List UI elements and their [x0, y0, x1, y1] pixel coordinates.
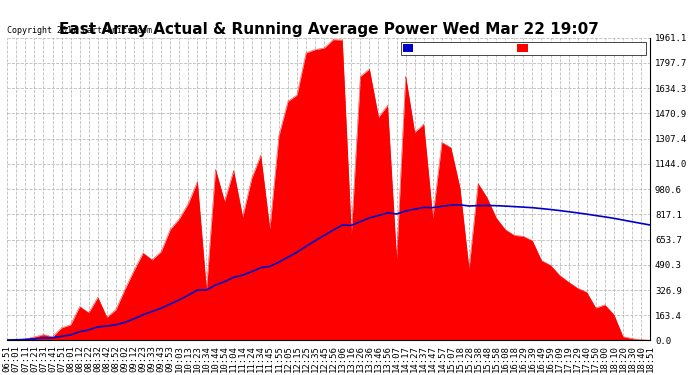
Text: Copyright 2017 Cartronics.com: Copyright 2017 Cartronics.com: [7, 26, 152, 35]
Legend: Average (DC Watts), East Array (DC Watts): Average (DC Watts), East Array (DC Watts…: [401, 42, 646, 55]
Title: East Array Actual & Running Average Power Wed Mar 22 19:07: East Array Actual & Running Average Powe…: [59, 21, 599, 36]
